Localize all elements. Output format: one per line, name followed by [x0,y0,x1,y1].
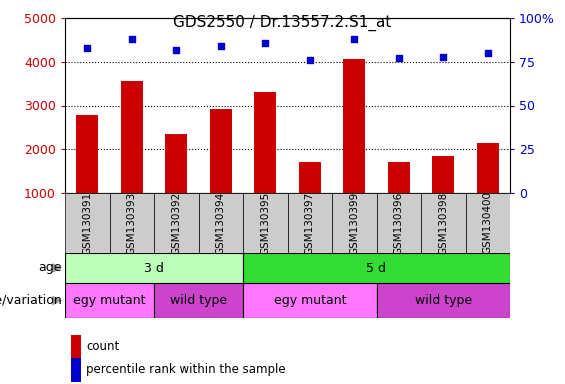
Text: egy mutant: egy mutant [73,294,146,307]
Bar [254,92,276,193]
Point [305,57,314,63]
Text: genotype/variation: genotype/variation [0,294,62,307]
Point [127,36,136,42]
Point [216,43,225,49]
Text: GSM130391: GSM130391 [82,191,92,255]
Text: egy mutant: egy mutant [273,294,346,307]
Text: GSM130398: GSM130398 [438,191,448,255]
Point [483,50,492,56]
Bar [477,143,499,193]
Bar [154,193,198,253]
Text: GSM130397: GSM130397 [305,191,315,255]
Point [394,55,403,61]
Point [260,40,270,46]
Bar [432,156,454,193]
Bar [65,283,154,318]
Bar [421,193,466,253]
Text: percentile rank within the sample: percentile rank within the sample [86,363,286,376]
Bar [198,193,243,253]
Point [350,36,359,42]
Text: GDS2550 / Dr.13557.2.S1_at: GDS2550 / Dr.13557.2.S1_at [173,15,392,31]
Point [439,53,448,60]
Bar [120,81,143,193]
Bar [243,193,288,253]
Bar [76,115,98,193]
Bar [343,59,366,193]
Bar [243,283,376,318]
Text: GSM130400: GSM130400 [483,192,493,255]
Bar [376,283,510,318]
Bar [71,358,81,381]
Text: GSM130392: GSM130392 [171,191,181,255]
Bar [288,193,332,253]
Bar [332,193,376,253]
Bar [65,193,110,253]
Text: GSM130396: GSM130396 [394,191,404,255]
Text: GSM130395: GSM130395 [260,191,270,255]
Text: GSM130399: GSM130399 [349,191,359,255]
Bar [71,335,81,358]
Bar [154,283,243,318]
Text: age: age [38,262,62,275]
Text: wild type: wild type [415,294,472,307]
Point [172,46,181,53]
Text: count: count [86,340,120,353]
Text: wild type: wild type [170,294,227,307]
Bar [388,162,410,193]
Text: GSM130394: GSM130394 [216,191,226,255]
Bar [299,162,321,193]
Text: GSM130393: GSM130393 [127,191,137,255]
Bar [243,253,510,283]
Bar [466,193,510,253]
Bar [376,193,421,253]
Bar [210,109,232,193]
Point [82,45,92,51]
Bar [65,253,243,283]
Text: 3 d: 3 d [144,262,164,275]
Text: 5 d: 5 d [367,262,386,275]
Bar [165,134,188,193]
Bar [110,193,154,253]
